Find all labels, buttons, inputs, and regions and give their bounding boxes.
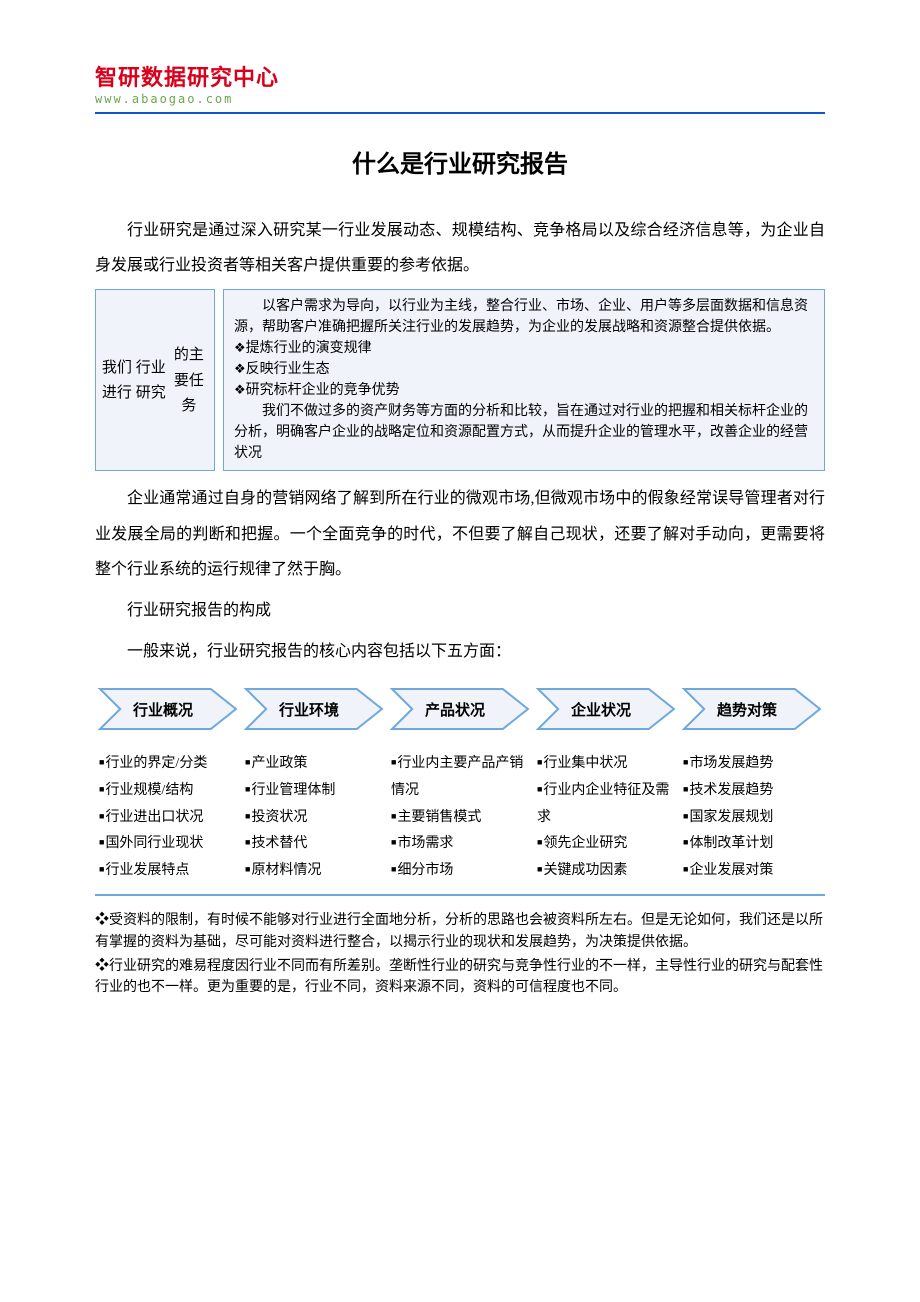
list-item: ■市场发展趋势 [683, 751, 821, 778]
list-item: ■主要销售模式 [391, 805, 529, 832]
list-item: ■行业规模/结构 [99, 778, 237, 805]
logo-url: www.abaogao.com [95, 92, 825, 106]
chevron-item: 行业概况 [95, 687, 241, 731]
list-item: ■行业的界定/分类 [99, 751, 237, 778]
chevron-label: 趋势对策 [717, 699, 777, 720]
list-item: ■行业内主要产品产销情况 [391, 751, 529, 804]
list-item: ■国外同行业现状 [99, 831, 237, 858]
chevron-label: 行业环境 [279, 699, 339, 720]
list-item: ■企业发展对策 [683, 858, 821, 885]
bullet-columns: ■行业的界定/分类■行业规模/结构■行业进出口状况■国外同行业现状■行业发展特点… [95, 741, 825, 896]
task-box: 我们进行行业研究的主要任务 以客户需求为导向，以行业为主线，整合行业、市场、企业… [95, 289, 825, 471]
footnote-item: ❖受资料的限制，有时候不能够对行业进行全面地分析，分析的思路也会被资料所左右。但… [95, 910, 825, 953]
task-box-heading: 我们进行行业研究的主要任务 [95, 289, 215, 471]
logo-title: 智研数据研究中心 [95, 60, 825, 92]
chevron-item: 产品状况 [387, 687, 533, 731]
chevron-row: 行业概况 行业环境 产品状况 企业状况 [95, 687, 825, 731]
footnote-item: ❖行业研究的难易程度因行业不同而有所差别。垄断性行业的研究与竞争性行业的不一样，… [95, 956, 825, 999]
list-item: ■技术发展趋势 [683, 778, 821, 805]
footnotes: ❖受资料的限制，有时候不能够对行业进行全面地分析，分析的思路也会被资料所左右。但… [95, 910, 825, 999]
list-item: ■细分市场 [391, 858, 529, 885]
list-item: ■行业进出口状况 [99, 805, 237, 832]
list-item: ■行业内企业特征及需求 [537, 778, 675, 831]
bullet-column: ■市场发展趋势■技术发展趋势■国家发展规划■体制改革计划■企业发展对策 [679, 751, 825, 884]
chevron-item: 行业环境 [241, 687, 387, 731]
list-item: ■国家发展规划 [683, 805, 821, 832]
list-item: ■技术替代 [245, 831, 383, 858]
bullet-column: ■行业的界定/分类■行业规模/结构■行业进出口状况■国外同行业现状■行业发展特点 [95, 751, 241, 884]
list-item: ■关键成功因素 [537, 858, 675, 885]
list-item: ■市场需求 [391, 831, 529, 858]
bullet-column: ■行业集中状况■行业内企业特征及需求■领先企业研究■关键成功因素 [533, 751, 679, 884]
list-item: ■产业政策 [245, 751, 383, 778]
task-box-content: 以客户需求为导向，以行业为主线，整合行业、市场、企业、用户等多层面数据和信息资源… [223, 289, 825, 471]
list-item: ■投资状况 [245, 805, 383, 832]
chevron-label: 企业状况 [571, 699, 631, 720]
chevron-item: 趋势对策 [679, 687, 825, 731]
list-item: ■行业管理体制 [245, 778, 383, 805]
composition-heading: 行业研究报告的构成 [95, 593, 825, 628]
list-item: ■体制改革计划 [683, 831, 821, 858]
composition-intro: 一般来说，行业研究报告的核心内容包括以下五方面： [95, 634, 825, 669]
intro-paragraph: 行业研究是通过深入研究某一行业发展动态、规模结构、竞争格局以及综合经济信息等，为… [95, 213, 825, 283]
header-rule [95, 112, 825, 114]
bullet-column: ■行业内主要产品产销情况■主要销售模式■市场需求■细分市场 [387, 751, 533, 884]
chevron-label: 产品状况 [425, 699, 485, 720]
list-item: ■行业集中状况 [537, 751, 675, 778]
bullet-column: ■产业政策■行业管理体制■投资状况■技术替代■原材料情况 [241, 751, 387, 884]
page-title: 什么是行业研究报告 [95, 144, 825, 179]
list-item: ■领先企业研究 [537, 831, 675, 858]
chevron-label: 行业概况 [133, 699, 193, 720]
list-item: ■行业发展特点 [99, 858, 237, 885]
chevron-item: 企业状况 [533, 687, 679, 731]
list-item: ■原材料情况 [245, 858, 383, 885]
context-paragraph: 企业通常通过自身的营销网络了解到所在行业的微观市场,但微观市场中的假象经常误导管… [95, 481, 825, 587]
logo-block: 智研数据研究中心 www.abaogao.com [95, 60, 825, 106]
